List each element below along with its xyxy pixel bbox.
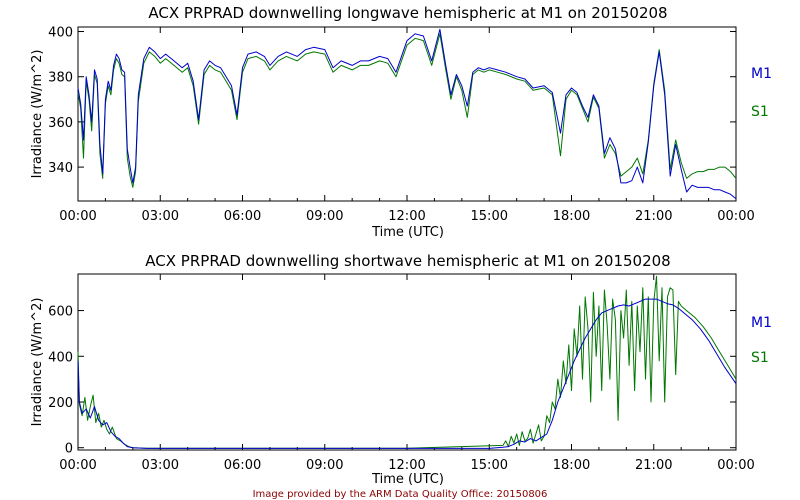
x-tick-label: 03:00 (142, 209, 179, 224)
y-axis-label: Irradiance (W/m^2) (30, 298, 45, 427)
x-axis-label: Time (UTC) (371, 225, 444, 240)
x-tick-label: 12:00 (388, 209, 425, 224)
y-tick-label: 200 (48, 396, 73, 411)
x-tick-label: 21:00 (635, 458, 672, 473)
x-tick-label: 21:00 (635, 209, 672, 224)
x-tick-label: 18:00 (553, 209, 590, 224)
plot-frame (77, 26, 737, 202)
x-axis-label: Time (UTC) (371, 472, 444, 487)
series-group (77, 275, 737, 449)
series-line-m1 (77, 28, 737, 200)
y-tick-label: 400 (48, 350, 73, 365)
y-tick-label: 340 (48, 161, 73, 176)
y-tick-label: 600 (48, 305, 73, 320)
x-tick-label: 00:00 (717, 458, 754, 473)
x-tick-label: 15:00 (471, 458, 508, 473)
y-tick-label: 380 (48, 71, 73, 86)
x-tick-label: 09:00 (306, 209, 343, 224)
y-tick-label: 0 (65, 442, 73, 457)
image-credit: Image provided by the ARM Data Quality O… (253, 489, 548, 500)
series-group (77, 28, 737, 200)
series-line-s1 (77, 33, 737, 188)
x-tick-label: 06:00 (224, 458, 261, 473)
y-axis: 340 360 380 400 (48, 26, 736, 176)
x-tick-label: 00:00 (717, 209, 754, 224)
shortwave-chart: ACX PRPRAD downwelling shortwave hemisph… (30, 252, 772, 487)
x-tick-label: 09:00 (306, 458, 343, 473)
y-tick-label: 400 (48, 26, 73, 41)
legend-s1: S1 (751, 104, 769, 120)
y-tick-label: 360 (48, 116, 73, 131)
x-axis: 00:00 03:00 06:00 09:00 12:00 15:00 18:00 21:00… (59, 27, 755, 224)
chart-title: ACX PRPRAD downwelling shortwave hemisph… (145, 252, 670, 270)
legend-m1: M1 (751, 315, 772, 331)
x-tick-label: 15:00 (471, 209, 508, 224)
longwave-chart: ACX PRPRAD downwelling longwave hemisphe… (30, 4, 772, 240)
x-tick-label: 18:00 (553, 458, 590, 473)
x-tick-label: 06:00 (224, 209, 261, 224)
series-line-m1 (77, 298, 737, 449)
y-axis-label: Irradiance (W/m^2) (30, 50, 45, 179)
x-tick-label: 12:00 (388, 458, 425, 473)
chart-title: ACX PRPRAD downwelling longwave hemisphe… (148, 4, 667, 22)
x-tick-label: 00:00 (59, 458, 96, 473)
x-tick-label: 03:00 (142, 458, 179, 473)
plot-frame (77, 273, 737, 451)
legend-m1: M1 (751, 66, 772, 82)
legend-s1: S1 (751, 350, 769, 366)
x-axis: 00:00 03:00 06:00 09:00 12:00 15:00 18:00 21:00… (59, 274, 755, 473)
y-axis: 0 200 400 600 (48, 305, 736, 457)
x-tick-label: 00:00 (59, 209, 96, 224)
